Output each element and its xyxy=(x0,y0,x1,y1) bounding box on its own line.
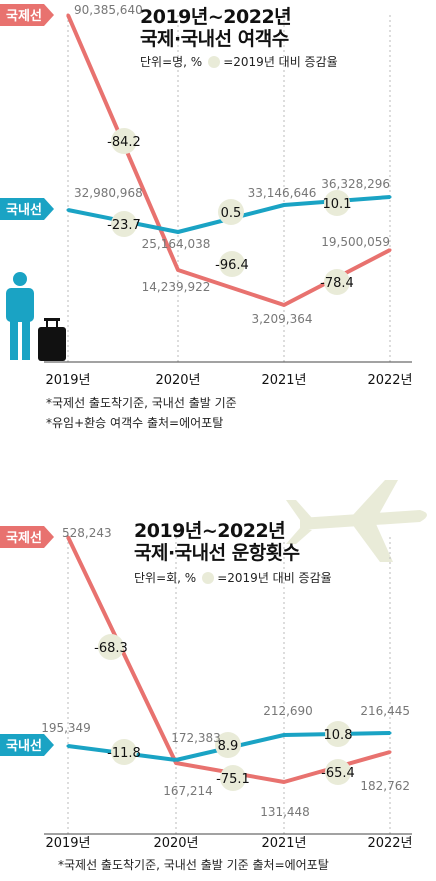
data-point-dom xyxy=(282,733,286,737)
data-point-intl xyxy=(176,268,180,272)
data-point-dom xyxy=(174,758,178,762)
passenger-chart-svg: 2019년 2020년 2021년 2022년 -84.2 -96.4 -78.4 -23.7… xyxy=(0,3,413,388)
data-point-intl xyxy=(66,535,70,539)
footnote-1: *국제선 출도착기준, 국내선 출발 기준 xyxy=(46,396,237,410)
value-label-intl: 131,448 xyxy=(260,805,310,819)
change-rate-dom-circle xyxy=(324,190,350,216)
change-rate-intl-label: -96.4 xyxy=(215,258,249,273)
legend-tag-dom: 국내선 xyxy=(6,202,42,218)
unit-label: 단위=명, % xyxy=(140,55,203,69)
legend-tag-intl-bg xyxy=(0,526,54,548)
value-label-intl: 3,209,364 xyxy=(251,312,312,326)
change-rate-intl-label: -78.4 xyxy=(320,276,354,291)
circle-legend-label: =2019년 대비 증감율 xyxy=(223,55,338,69)
circle-legend-swatch xyxy=(202,572,215,584)
change-rate-intl-label: -65.4 xyxy=(321,766,355,781)
x-tick-label: 2021년 xyxy=(261,373,306,388)
x-tick-label: 2019년 xyxy=(45,836,90,851)
value-label-dom: 33,146,646 xyxy=(248,186,317,200)
chart-title-line1: 2019년~2022년 xyxy=(134,520,286,542)
legend-tag-intl-bg xyxy=(0,4,54,26)
change-rate-dom-circle xyxy=(218,199,244,225)
data-point-dom xyxy=(282,203,286,207)
data-point-intl xyxy=(388,750,392,754)
x-tick-label: 2022년 xyxy=(367,836,412,851)
passenger-chart-panel: 2019년 2020년 2021년 2022년 -84.2 -96.4 -78.4 -23.7… xyxy=(0,0,436,440)
data-point-intl xyxy=(388,248,392,252)
change-rate-dom-label: 10.1 xyxy=(323,197,352,212)
change-rate-intl-label: -75.1 xyxy=(216,772,250,787)
data-point-dom xyxy=(66,208,70,212)
chart-title-line2: 국제·국내선 여객수 xyxy=(140,28,289,50)
footnote-1: *국제선 출도착기준, 국내선 출발 기준 출처=에어포탈 xyxy=(58,858,329,872)
data-point-intl xyxy=(282,780,286,784)
chart-title-line2: 국제·국내선 운항횟수 xyxy=(134,542,300,564)
value-label-intl: 14,239,922 xyxy=(142,280,211,294)
data-point-dom xyxy=(66,744,70,748)
traveler-icon xyxy=(6,272,66,361)
circle-legend-swatch xyxy=(208,56,221,68)
change-rate-intl-label: -68.3 xyxy=(94,641,128,656)
value-label-intl: 167,214 xyxy=(163,784,213,798)
data-point-intl xyxy=(174,761,178,765)
unit-legend: 단위=회, % =2019년 대비 증감율 xyxy=(134,569,332,586)
airplane-icon xyxy=(286,480,427,562)
value-label-dom: 25,164,038 xyxy=(142,237,211,251)
value-label-dom: 36,328,296 xyxy=(321,177,390,191)
legend-tag-dom-bg xyxy=(0,198,54,220)
footnote-2: *유임+환승 여객수 출처=에어포탈 xyxy=(46,416,224,430)
value-label-dom: 172,383 xyxy=(171,731,221,745)
change-rate-intl-circle xyxy=(324,269,350,295)
value-label-intl: 182,762 xyxy=(360,779,410,793)
change-rate-dom-label: -23.7 xyxy=(107,218,141,233)
flight-chart-panel: 2019년 2020년 2021년 2022년 -68.3 -75.1 -65.4 -11.8… xyxy=(0,470,436,881)
change-rate-dom-circle xyxy=(111,739,137,765)
legend-tag-intl: 국제선 xyxy=(6,8,42,24)
value-label-intl: 528,243 xyxy=(62,526,112,540)
change-rate-intl-circle xyxy=(111,128,137,154)
legend-tag-dom-bg xyxy=(0,734,54,756)
data-point-intl xyxy=(282,303,286,307)
change-rate-dom-label: 10.8 xyxy=(324,728,353,743)
change-rate-intl-label: -84.2 xyxy=(107,135,141,150)
change-rate-intl-circle xyxy=(219,251,245,277)
chart-title-line1: 2019년~2022년 xyxy=(140,6,292,28)
change-rate-dom-circle xyxy=(111,211,137,237)
legend-tag-intl: 국제선 xyxy=(6,530,42,546)
data-point-intl xyxy=(66,13,70,17)
change-rate-dom-label: 0.5 xyxy=(221,206,242,221)
change-rate-intl-circle xyxy=(220,765,246,791)
change-rate-dom-label: 8.9 xyxy=(218,739,239,754)
x-tick-label: 2022년 xyxy=(367,373,412,388)
change-rate-intl-circle xyxy=(98,634,124,660)
value-label-intl: 90,385,640 xyxy=(74,3,143,17)
x-tick-label: 2021년 xyxy=(261,836,306,851)
unit-legend: 단위=명, % =2019년 대비 증감율 xyxy=(140,53,338,70)
legend-tag-dom: 국내선 xyxy=(6,738,42,754)
unit-label: 단위=회, % xyxy=(134,571,197,585)
value-label-dom: 212,690 xyxy=(263,704,313,718)
value-label-dom: 216,445 xyxy=(360,704,410,718)
x-tick-label: 2019년 xyxy=(45,373,90,388)
circle-legend-label: =2019년 대비 증감율 xyxy=(217,571,332,585)
value-label-intl: 19,500,059 xyxy=(321,235,390,249)
data-point-dom xyxy=(388,731,392,735)
data-point-dom xyxy=(388,195,392,199)
change-rate-dom-circle xyxy=(325,721,351,747)
data-point-dom xyxy=(176,230,180,234)
x-tick-label: 2020년 xyxy=(153,836,198,851)
value-label-dom: 32,980,968 xyxy=(74,186,143,200)
value-label-dom: 195,349 xyxy=(41,721,91,735)
change-rate-dom-circle xyxy=(215,732,241,758)
x-tick-label: 2020년 xyxy=(155,373,200,388)
change-rate-dom-label: -11.8 xyxy=(107,746,141,761)
change-rate-intl-circle xyxy=(325,759,351,785)
flight-chart-svg: 2019년 2020년 2021년 2022년 -68.3 -75.1 -65.4 -11.8… xyxy=(0,480,427,851)
